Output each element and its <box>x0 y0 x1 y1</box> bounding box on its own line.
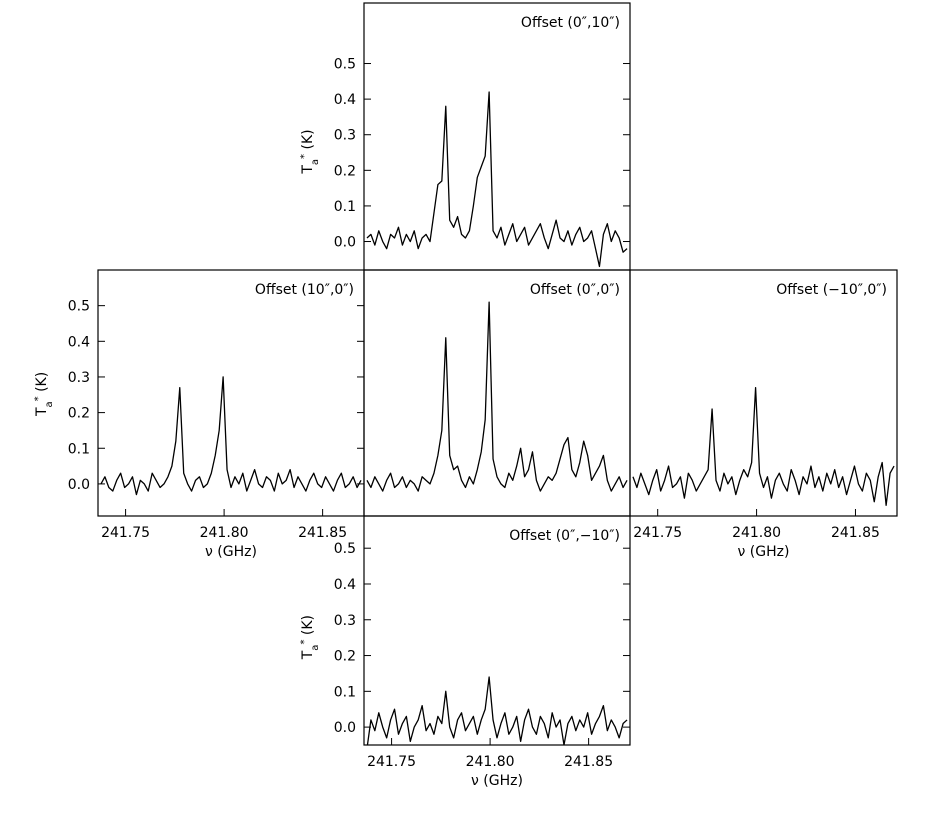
y-axis-label-part: a <box>44 401 55 407</box>
y-axis-label-part: T <box>300 165 316 175</box>
panel-title: Offset (0″,10″) <box>521 15 620 31</box>
x-tick-label: 241.75 <box>367 754 416 770</box>
spectrum-line <box>632 387 895 506</box>
y-axis-label-part: T <box>34 407 50 417</box>
spectrum-line <box>366 301 628 492</box>
panel: Offset (0″,−10″) 0.0 0.1 0.2 0.3 0.4 0.5 241.75… <box>299 515 631 789</box>
panel-title: Offset (10″,0″) <box>255 282 354 298</box>
x-tick-label: 241.75 <box>101 525 150 541</box>
y-axis-label-part: (K) <box>34 372 50 397</box>
x-tick-label: 241.85 <box>564 754 613 770</box>
y-tick-label: 0.4 <box>68 334 90 350</box>
y-tick-label: 0.4 <box>334 92 356 108</box>
y-axis-label: Ta* (K) <box>299 615 321 660</box>
y-axis-label: Ta* (K) <box>299 129 321 174</box>
panel-title: Offset (0″,−10″) <box>509 528 620 544</box>
y-tick-label: 0.1 <box>68 441 90 457</box>
x-axis-label: ν (GHz) <box>205 544 257 560</box>
spectrum-line <box>100 376 362 496</box>
x-axis-label: ν (GHz) <box>738 544 790 560</box>
y-tick-label: 0.3 <box>334 613 356 629</box>
y-tick-label: 0.0 <box>68 477 90 493</box>
y-axis-label-part: (K) <box>300 129 316 154</box>
y-tick-label: 0.3 <box>334 128 356 144</box>
x-axis-label: ν (GHz) <box>471 773 523 789</box>
y-tick-label: 0.1 <box>334 684 356 700</box>
y-tick-label: 0.2 <box>334 649 356 665</box>
panel: Offset (0″,10″) 0.0 0.1 0.2 0.3 0.4 0.5 Ta* (K) <box>299 2 631 271</box>
x-tick-label: 241.85 <box>298 525 347 541</box>
y-tick-label: 0.0 <box>334 235 356 251</box>
y-tick-label: 0.2 <box>334 163 356 179</box>
y-axis-label-part: T <box>300 650 316 660</box>
y-axis-label-part: (K) <box>300 615 316 640</box>
y-tick-label: 0.5 <box>334 57 356 73</box>
y-tick-label: 0.2 <box>68 406 90 422</box>
x-tick-label: 241.80 <box>200 525 249 541</box>
y-tick-label: 0.5 <box>334 541 356 557</box>
x-tick-label: 241.85 <box>831 525 880 541</box>
y-axis-label-part: * <box>299 640 310 645</box>
panel: Offset (10″,0″) 0.0 0.1 0.2 0.3 0.4 0.5 241.75 2… <box>33 269 365 560</box>
y-tick-label: 0.5 <box>68 299 90 315</box>
spectrum-line <box>366 676 628 745</box>
y-axis-label: Ta* (K) <box>33 372 55 417</box>
y-tick-label: 0.0 <box>334 720 356 736</box>
x-tick-label: 241.75 <box>633 525 682 541</box>
panel: Offset (0″,0″) <box>363 269 631 517</box>
y-axis-label-part: * <box>33 396 44 401</box>
y-tick-label: 0.1 <box>334 199 356 215</box>
y-tick-label: 0.4 <box>334 577 356 593</box>
spectrum-line <box>366 91 628 268</box>
y-axis-label-part: a <box>310 645 321 651</box>
panel-frame <box>629 269 898 517</box>
y-axis-label-part: a <box>310 159 321 165</box>
x-tick-label: 241.80 <box>466 754 515 770</box>
panel: Offset (−10″,0″) 241.75 241.80 241.85 ν (GHz… <box>629 269 898 560</box>
panel-frame <box>363 2 631 271</box>
panel-title: Offset (0″,0″) <box>530 282 620 298</box>
y-axis-label-part: * <box>299 154 310 159</box>
y-tick-label: 0.3 <box>68 370 90 386</box>
x-tick-label: 241.80 <box>732 525 781 541</box>
panel-frame <box>363 515 631 746</box>
panel-title: Offset (−10″,0″) <box>776 282 887 298</box>
